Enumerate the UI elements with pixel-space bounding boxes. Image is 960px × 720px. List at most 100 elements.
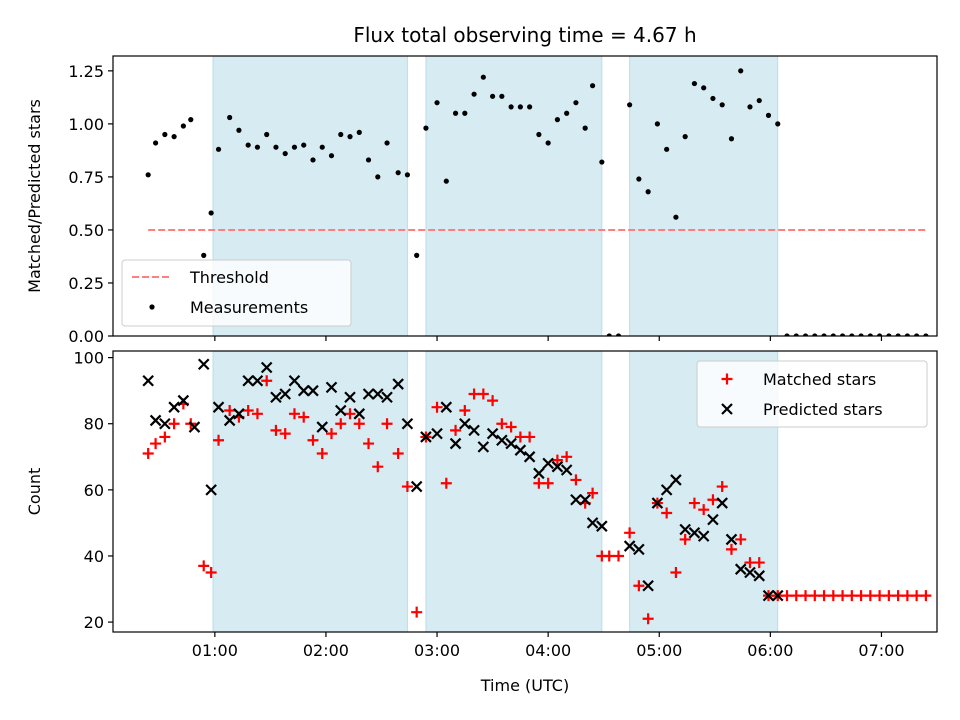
data-point <box>775 121 781 127</box>
data-point <box>307 384 319 397</box>
data-point <box>812 333 818 336</box>
data-point <box>821 333 827 336</box>
data-point <box>334 404 347 417</box>
data-point <box>586 517 599 529</box>
data-point <box>849 333 855 336</box>
data-point <box>212 401 225 413</box>
data-point <box>914 333 920 336</box>
data-point <box>855 590 867 602</box>
data-point <box>301 142 307 148</box>
data-point <box>886 333 892 336</box>
data-point <box>499 93 505 99</box>
observing-interval-band <box>425 56 603 336</box>
data-point <box>514 431 526 443</box>
data-point <box>201 252 207 258</box>
data-point <box>809 590 821 602</box>
data-point <box>688 497 700 509</box>
data-point <box>142 374 154 387</box>
data-point <box>205 566 217 578</box>
data-point <box>670 566 682 578</box>
data-point <box>904 333 910 336</box>
data-point <box>744 557 756 569</box>
data-point <box>328 153 335 159</box>
data-point <box>168 418 180 430</box>
x-tick-label: 01:00 <box>192 641 238 660</box>
y-tick-label: 80 <box>84 415 104 434</box>
data-point <box>270 424 282 436</box>
data-point <box>375 174 381 180</box>
data-point <box>895 333 901 336</box>
data-point <box>923 333 929 336</box>
data-point <box>735 533 747 545</box>
y-tick-label: 1.25 <box>68 62 104 81</box>
data-point <box>589 83 596 89</box>
data-point <box>159 431 171 443</box>
data-point <box>560 464 573 476</box>
data-point <box>254 144 261 150</box>
data-point <box>710 95 716 102</box>
data-point <box>440 401 453 413</box>
data-point <box>679 533 691 545</box>
plot-area <box>142 351 932 632</box>
data-point <box>765 112 772 118</box>
data-point <box>384 140 390 146</box>
data-point <box>587 487 599 499</box>
data-point <box>401 417 414 430</box>
y-axis-label: Count <box>25 468 44 516</box>
data-point <box>159 417 171 430</box>
data-point <box>449 437 462 450</box>
data-point <box>298 411 310 423</box>
data-point <box>356 129 362 135</box>
data-point <box>188 117 194 123</box>
y-tick-label: 20 <box>84 613 104 632</box>
data-point <box>599 159 605 165</box>
data-point <box>707 494 719 506</box>
data-point <box>756 97 762 104</box>
data-point <box>215 146 222 152</box>
data-point <box>867 333 873 336</box>
axes-frame <box>112 55 938 337</box>
data-point <box>338 131 344 138</box>
data-point <box>623 540 636 552</box>
data-point <box>716 497 728 509</box>
data-point <box>261 375 273 387</box>
data-point <box>744 566 756 579</box>
data-point <box>288 374 301 387</box>
data-point <box>162 131 168 138</box>
data-point <box>381 418 393 430</box>
y-tick-label: 0.00 <box>68 327 104 346</box>
data-point <box>624 527 636 539</box>
data-point <box>613 550 625 562</box>
data-point <box>233 408 245 420</box>
data-point <box>747 104 753 110</box>
data-point <box>245 142 251 148</box>
observing-interval-band <box>425 351 603 632</box>
x-axis-label: Time (UTC) <box>480 676 569 695</box>
data-point <box>753 557 765 569</box>
data-point <box>224 405 236 417</box>
data-point <box>395 170 401 176</box>
data-point <box>168 401 180 413</box>
data-point <box>440 477 452 489</box>
data-point <box>533 477 545 489</box>
data-point <box>654 121 660 127</box>
plot-area <box>145 56 929 336</box>
data-point <box>142 447 154 459</box>
data-point <box>802 333 809 336</box>
data-point <box>920 590 932 602</box>
data-point <box>477 388 489 400</box>
data-point <box>149 414 162 427</box>
data-point <box>582 125 588 131</box>
data-point <box>177 394 190 407</box>
data-point <box>372 461 384 473</box>
data-point <box>242 374 254 387</box>
data-point <box>150 438 162 450</box>
data-point <box>688 527 701 539</box>
data-point <box>542 477 554 489</box>
data-point <box>310 157 316 163</box>
data-point <box>291 144 298 150</box>
data-point <box>642 613 654 625</box>
data-point <box>420 431 432 443</box>
data-point <box>459 417 471 430</box>
